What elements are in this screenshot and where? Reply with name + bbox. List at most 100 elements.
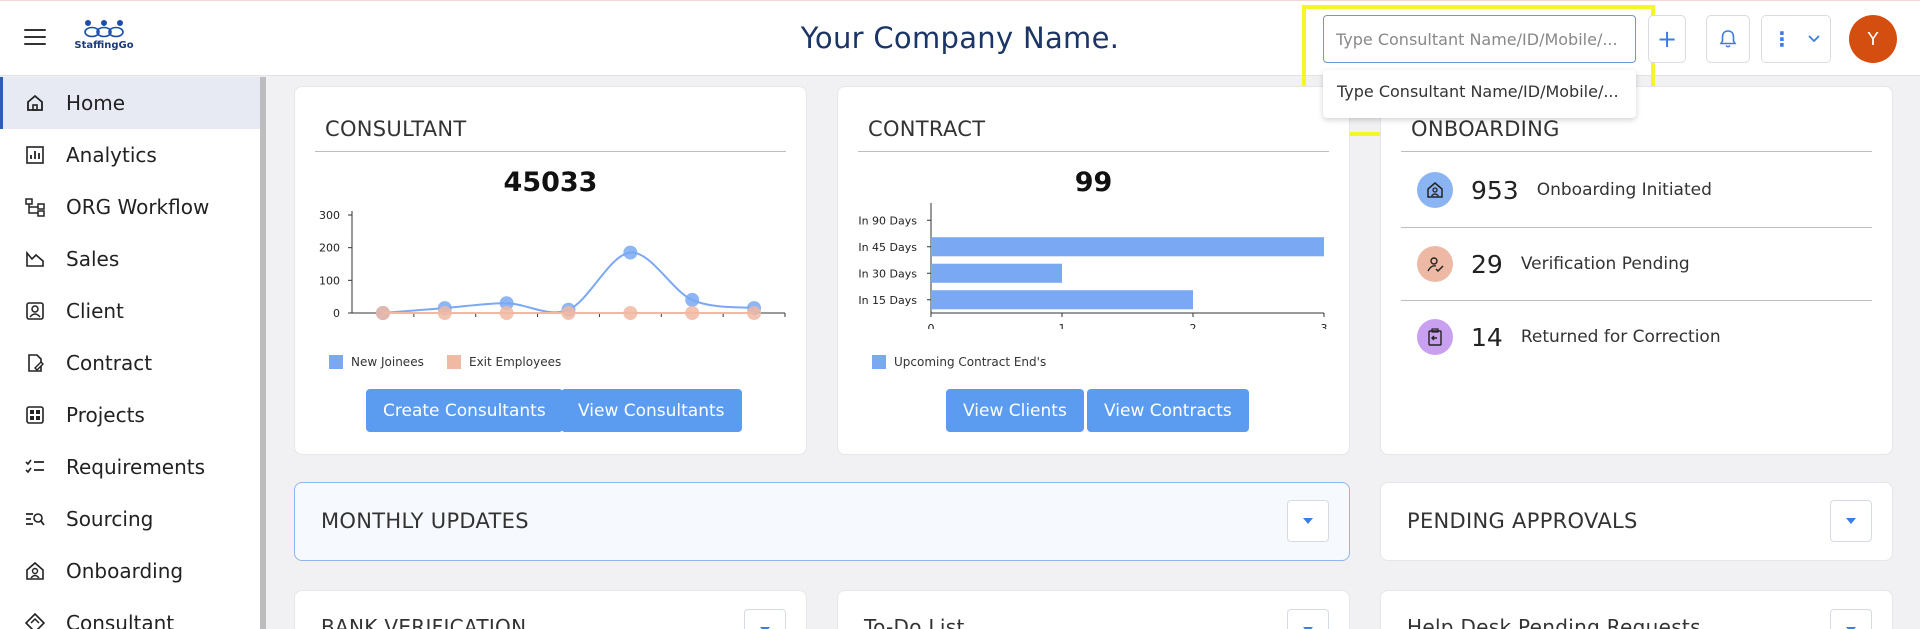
x-tick-label: Nov 25 xyxy=(549,326,588,327)
helpdesk-card: Help Desk Pending Requests xyxy=(1380,590,1893,629)
onboarding-label: Verification Pending xyxy=(1520,254,1690,274)
chevron-down-icon xyxy=(1808,35,1820,43)
sidebar-item-requirements[interactable]: Requirements xyxy=(0,441,260,493)
onboarding-count: 29 xyxy=(1471,249,1503,279)
legend-exit-employees: Exit Employees xyxy=(447,355,561,369)
sidebar-item-label: Sales xyxy=(66,247,120,271)
legend-upcoming-contract-ends: Upcoming Contract End's xyxy=(872,355,1046,369)
contract-card: CONTRACT 99 0 1 2 3 In 90 Days In 45 Days In 3… xyxy=(837,86,1350,455)
consultant-total: 45033 xyxy=(503,167,598,198)
user-avatar[interactable]: Y xyxy=(1849,15,1897,63)
create-consultants-button[interactable]: Create Consultants xyxy=(366,389,563,432)
y-tick-label: In 15 Days xyxy=(858,294,917,307)
sidebar-item-analytics[interactable]: Analytics xyxy=(0,129,260,181)
onboarding-row-initiated[interactable]: 953 Onboarding Initiated xyxy=(1401,153,1872,227)
x-tick-label: Dec 25 xyxy=(611,326,650,327)
helpdesk-expand-button[interactable] xyxy=(1830,609,1872,629)
legend-swatch xyxy=(872,355,886,369)
sidebar-item-contract[interactable]: Contract xyxy=(0,337,260,389)
more-options-button[interactable]: ⋮ xyxy=(1761,15,1831,63)
y-tick-label: 300 xyxy=(319,209,340,222)
requirements-icon xyxy=(24,456,46,478)
sidebar-item-sales[interactable]: Sales xyxy=(0,233,260,285)
clipboard-return-icon xyxy=(1417,319,1453,355)
y-tick-label: In 30 Days xyxy=(858,267,917,280)
logo-people-icon xyxy=(84,19,124,38)
sidebar-item-label: Requirements xyxy=(66,455,206,479)
pending-approvals-panel[interactable]: PENDING APPROVALS xyxy=(1380,482,1893,561)
legend-label: New Joinees xyxy=(351,355,424,369)
todo-list-card: To-Do List xyxy=(837,590,1350,629)
legend-swatch xyxy=(447,355,461,369)
data-point xyxy=(685,292,700,307)
onboarding-count: 14 xyxy=(1471,322,1503,352)
data-point xyxy=(747,306,762,320)
consultant-card: CONSULTANT 45033 300 200 100 0 Aug 25 Sep 25 O… xyxy=(294,86,807,455)
sidebar: Home Analytics ORG Workflow Sales Client… xyxy=(0,77,266,629)
sidebar-item-label: Projects xyxy=(66,403,145,427)
y-tick-label: In 45 Days xyxy=(858,241,917,254)
contract-card-title: CONTRACT xyxy=(868,117,986,141)
view-consultants-button[interactable]: View Consultants xyxy=(561,389,742,432)
top-header: StaffingGo Your Company Name. Type Consu… xyxy=(0,0,1920,136)
x-tick-label: 1 xyxy=(1059,322,1066,329)
todo-list-title: To-Do List xyxy=(864,615,965,629)
logo-text: StaffingGo xyxy=(74,40,134,51)
divider xyxy=(1401,227,1872,228)
sidebar-item-label: Sourcing xyxy=(66,507,154,531)
bell-icon xyxy=(1719,30,1737,48)
x-tick-label: Jan 26 xyxy=(674,326,709,327)
analytics-icon xyxy=(24,144,46,166)
data-point xyxy=(499,296,514,311)
contract-icon xyxy=(24,352,46,374)
sidebar-item-onboarding[interactable]: Onboarding xyxy=(0,545,260,597)
onboarding-label: Returned for Correction xyxy=(1520,327,1721,347)
add-button[interactable]: + xyxy=(1648,15,1686,63)
onboarding-row-verification[interactable]: 29 Verification Pending xyxy=(1401,227,1872,301)
consultant-icon xyxy=(24,612,46,629)
onboarding-row-returned[interactable]: 14 Returned for Correction xyxy=(1401,300,1872,374)
bar xyxy=(931,290,1193,310)
staffinggo-logo[interactable]: StaffingGo xyxy=(72,19,136,59)
x-tick-label: 3 xyxy=(1321,322,1328,329)
sidebar-item-label: ORG Workflow xyxy=(66,195,210,219)
bank-verification-expand-button[interactable] xyxy=(744,609,786,629)
house-person-icon xyxy=(1417,172,1453,208)
notifications-button[interactable] xyxy=(1706,15,1750,63)
sidebar-item-label: Client xyxy=(66,299,124,323)
home-icon xyxy=(24,92,46,114)
data-point xyxy=(623,245,638,260)
monthly-updates-panel[interactable]: MONTHLY UPDATES xyxy=(294,482,1350,561)
divider xyxy=(315,151,786,152)
caret-down-icon xyxy=(1303,518,1313,524)
hamburger-menu-icon[interactable] xyxy=(24,29,46,47)
sidebar-item-sourcing[interactable]: Sourcing xyxy=(0,493,260,545)
divider xyxy=(1401,300,1872,301)
sourcing-icon xyxy=(24,508,46,530)
onboarding-card: ONBOARDING 953 Onboarding Initiated 29 V… xyxy=(1380,86,1893,455)
sidebar-item-consultant[interactable]: Consultant xyxy=(0,597,260,629)
todo-expand-button[interactable] xyxy=(1287,609,1329,629)
sidebar-item-org-workflow[interactable]: ORG Workflow xyxy=(0,181,260,233)
monthly-updates-expand-button[interactable] xyxy=(1287,500,1329,542)
sidebar-item-home[interactable]: Home xyxy=(0,77,260,129)
y-tick-label: 0 xyxy=(333,307,340,320)
pending-approvals-expand-button[interactable] xyxy=(1830,500,1872,542)
consultant-card-title: CONSULTANT xyxy=(325,117,467,141)
search-suggestion[interactable]: Type Consultant Name/ID/Mobile/... xyxy=(1323,70,1636,118)
view-contracts-button[interactable]: View Contracts xyxy=(1087,389,1249,432)
consultant-search-input[interactable] xyxy=(1323,15,1636,63)
y-tick-label: In 90 Days xyxy=(858,214,917,227)
legend-label: Exit Employees xyxy=(469,355,562,369)
x-tick-label: 0 xyxy=(928,322,935,329)
view-clients-button[interactable]: View Clients xyxy=(946,389,1084,432)
x-tick-label: Aug 25 xyxy=(363,326,402,327)
bank-verification-title: BANK VERIFICATION xyxy=(321,615,527,629)
onboarding-count: 953 xyxy=(1471,175,1519,205)
workflow-icon xyxy=(24,196,46,218)
monthly-updates-title: MONTHLY UPDATES xyxy=(321,509,529,533)
sidebar-item-projects[interactable]: Projects xyxy=(0,389,260,441)
data-point xyxy=(437,306,452,320)
sidebar-item-client[interactable]: Client xyxy=(0,285,260,337)
sidebar-item-label: Analytics xyxy=(66,143,157,167)
